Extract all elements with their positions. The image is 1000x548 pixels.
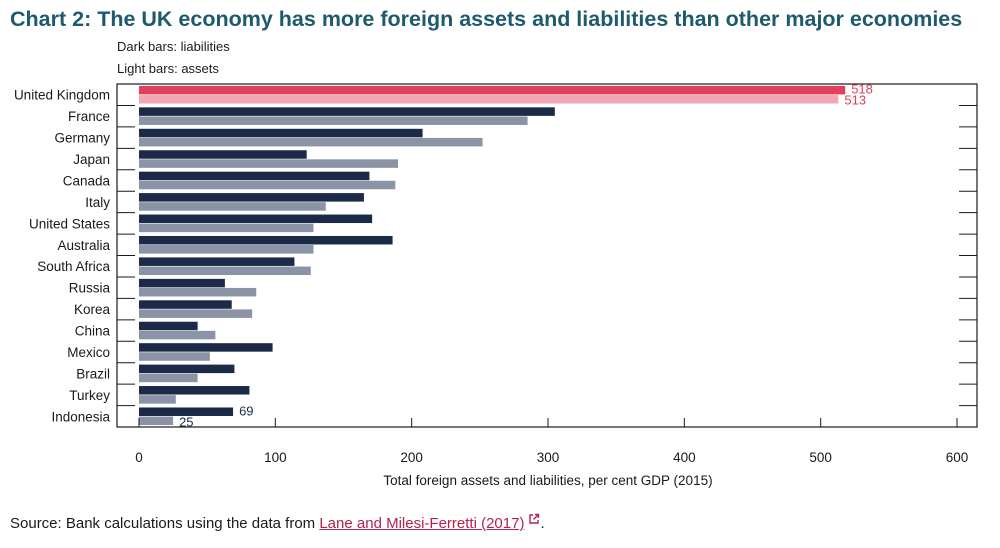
x-tick-label: 500 [809, 450, 832, 465]
source-note: Source: Bank calculations using the data… [10, 513, 545, 532]
x-tick-label: 400 [673, 450, 696, 465]
category-label-japan: Japan [73, 152, 110, 167]
legend-light-bars: Light bars: assets [117, 61, 219, 76]
x-tick-label: 300 [537, 450, 560, 465]
bar-liabilities-mexico [139, 343, 273, 352]
bar-assets-brazil [139, 373, 198, 383]
chart-title: Chart 2: The UK economy has more foreign… [10, 7, 963, 31]
category-label-germany: Germany [54, 131, 110, 146]
bar-liabilities-australia [139, 235, 393, 245]
category-label-korea: Korea [74, 302, 111, 317]
category-label-italy: Italy [85, 195, 110, 210]
data-label-liabilities-united-kingdom: 518 [851, 82, 873, 97]
bar-liabilities-japan [139, 150, 307, 159]
category-label-south-africa: South Africa [37, 259, 110, 274]
bars-layer [139, 85, 846, 426]
category-label-indonesia: Indonesia [51, 409, 110, 424]
x-tick-label: 200 [400, 450, 423, 465]
x-tick-label: 0 [135, 450, 143, 465]
data-label-assets-indonesia: 25 [179, 414, 193, 429]
data-label-assets-united-kingdom: 513 [844, 93, 866, 108]
bar-assets-france [139, 116, 528, 125]
category-label-france: France [68, 109, 110, 124]
bar-liabilities-indonesia [139, 407, 234, 416]
bar-liabilities-canada [139, 171, 370, 181]
bar-assets-china [139, 330, 216, 340]
category-label-united-states: United States [29, 216, 110, 231]
bar-assets-united-kingdom [139, 95, 839, 104]
data-label-liabilities-indonesia: 69 [239, 403, 253, 418]
x-tick-label: 600 [946, 450, 969, 465]
bar-assets-germany [139, 137, 483, 147]
bar-assets-turkey [139, 395, 176, 404]
bar-assets-canada [139, 180, 396, 190]
source-prefix: Source: Bank calculations using the data… [10, 515, 320, 532]
bar-assets-united-states [139, 223, 314, 233]
category-label-turkey: Turkey [69, 388, 110, 403]
bar-liabilities-brazil [139, 364, 235, 374]
bar-liabilities-france [139, 107, 555, 116]
bar-assets-japan [139, 159, 399, 168]
bar-liabilities-italy [139, 193, 364, 202]
labels-layer: United Kingdom France Germany Japan Canada It… [14, 82, 968, 488]
category-label-russia: Russia [69, 281, 111, 296]
bar-liabilities-russia [139, 278, 225, 288]
bar-assets-australia [139, 245, 314, 254]
category-label-united-kingdom: United Kingdom [14, 88, 110, 103]
bar-liabilities-united-states [139, 214, 373, 224]
bar-liabilities-china [139, 321, 198, 331]
axes-layer [116, 83, 978, 428]
legend-dark-bars: Dark bars: liabilities [117, 39, 230, 54]
bar-liabilities-united-kingdom [139, 85, 846, 95]
bar-liabilities-turkey [139, 386, 250, 395]
category-label-australia: Australia [57, 238, 110, 253]
bar-assets-italy [139, 202, 326, 211]
external-link-icon[interactable] [528, 513, 540, 525]
bar-assets-korea [139, 309, 253, 318]
bar-assets-south-africa [139, 266, 311, 276]
bar-liabilities-germany [139, 128, 423, 138]
category-label-mexico: Mexico [67, 345, 110, 360]
bar-liabilities-korea [139, 300, 232, 309]
category-label-canada: Canada [63, 173, 111, 188]
category-label-brazil: Brazil [76, 366, 110, 381]
bar-assets-mexico [139, 352, 210, 361]
bar-liabilities-south-africa [139, 257, 295, 266]
x-axis-title: Total foreign assets and liabilities, pe… [383, 473, 712, 488]
source-link[interactable]: Lane and Milesi-Ferretti (2017) [319, 515, 525, 532]
category-label-china: China [75, 324, 111, 339]
x-tick-label: 100 [264, 450, 287, 465]
bar-assets-russia [139, 287, 257, 297]
source-suffix: . [540, 515, 545, 532]
bar-assets-indonesia [139, 416, 174, 426]
